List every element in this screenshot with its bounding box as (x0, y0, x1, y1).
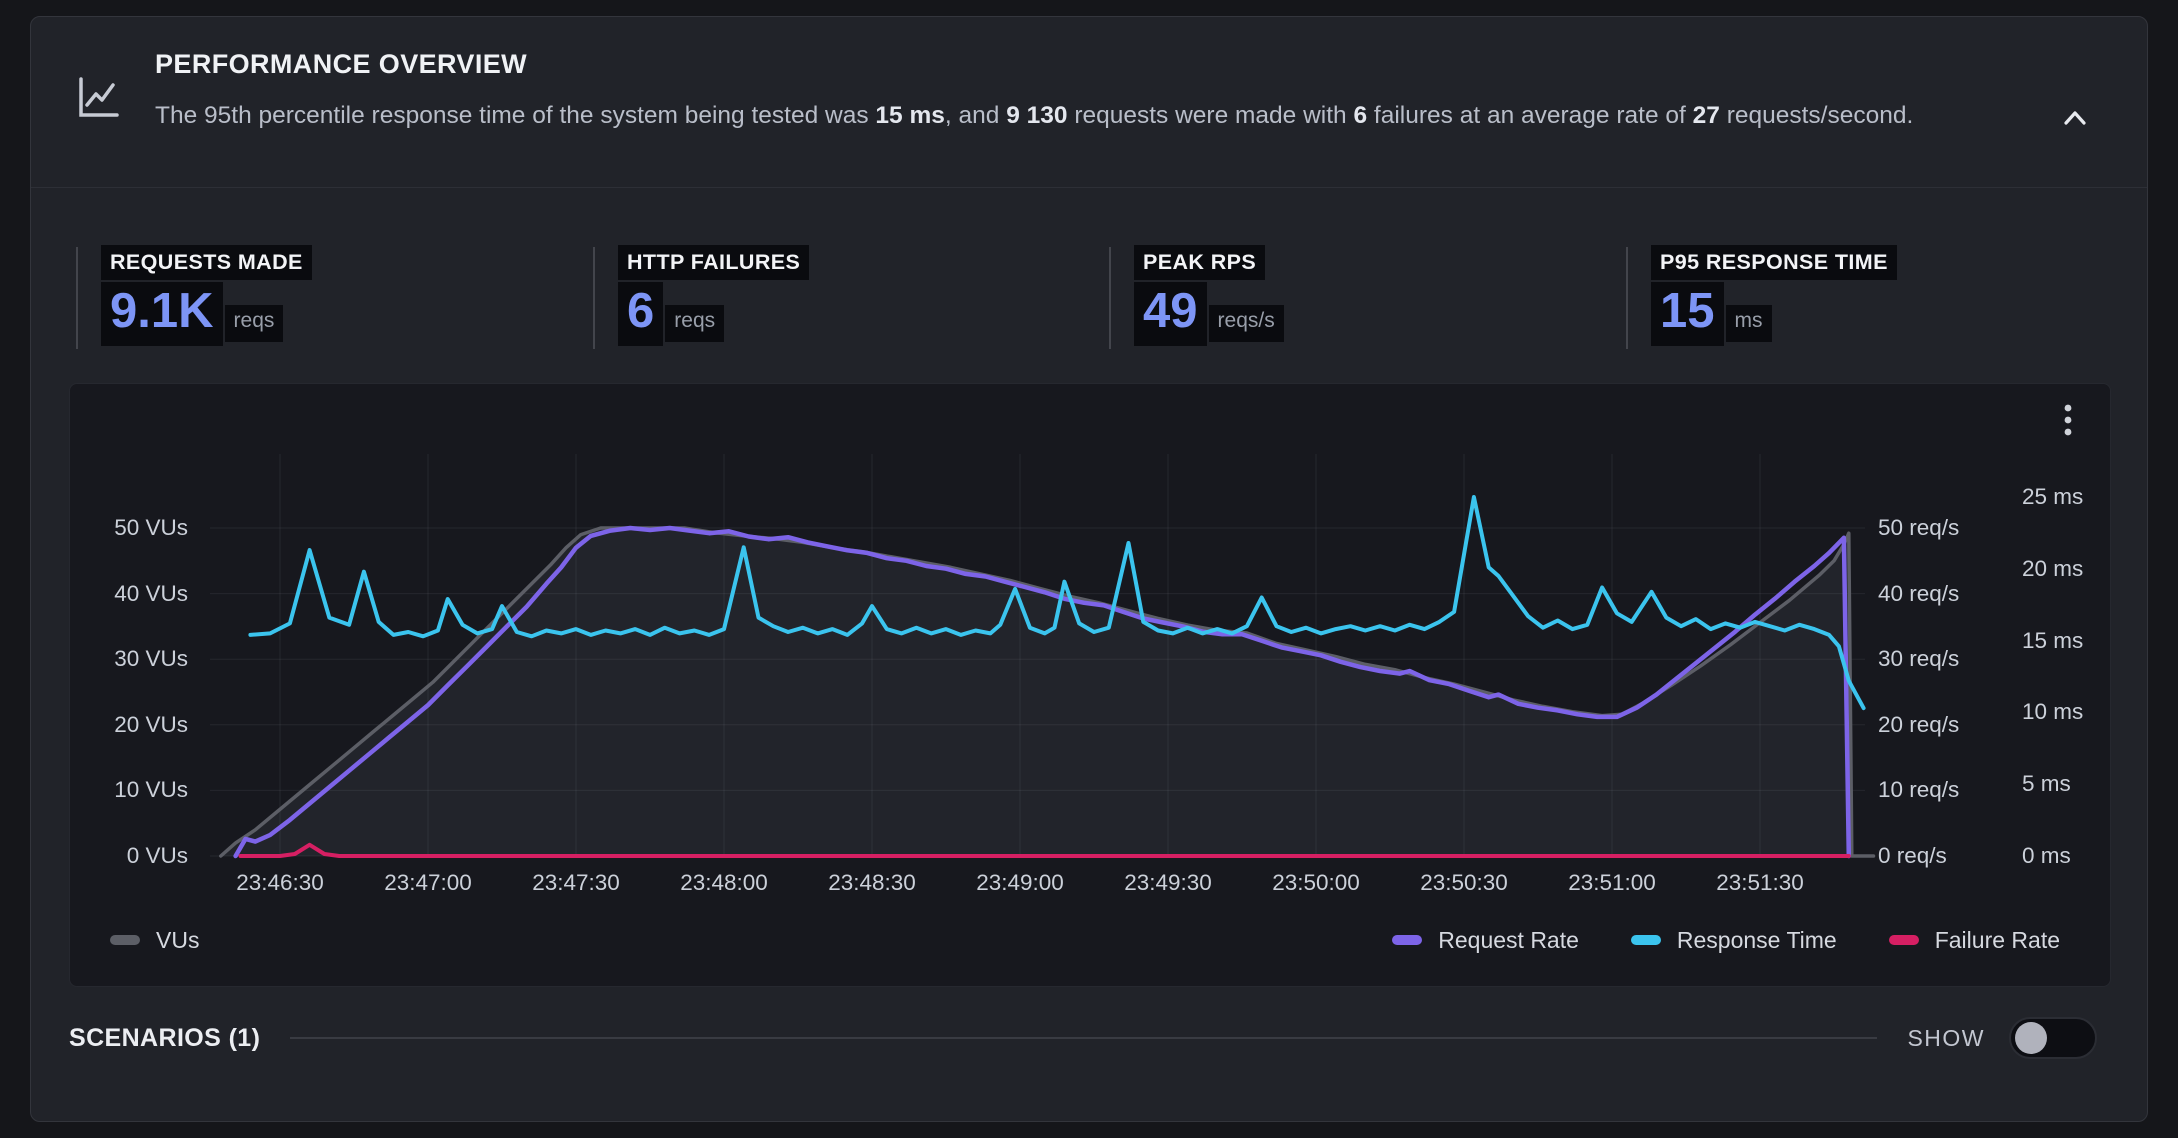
legend-label: Failure Rate (1934, 926, 2060, 953)
x-axis-tick: 23:50:00 (1272, 870, 1360, 895)
scenarios-divider (290, 1037, 1878, 1039)
x-axis-tick: 23:51:30 (1716, 870, 1804, 895)
stat-divider (76, 247, 78, 349)
timeseries-chart: 23:46:30 23:47:00 23:47:30 23:48:00 23:48:30… (70, 384, 2110, 986)
stat-label: REQUESTS MADE (101, 245, 312, 280)
y-axis-reqs-tick: 40 req/s (1878, 580, 1960, 606)
x-axis-tick: 23:48:30 (828, 870, 916, 895)
stat-label: PEAK RPS (1134, 245, 1266, 280)
stat-divider (1109, 247, 1111, 349)
y-axis-reqs-tick: 50 req/s (1878, 515, 1960, 540)
y-axis-reqs-tick: 0 req/s (1878, 843, 1947, 868)
y-axis-ms-tick: 5 ms (2022, 771, 2071, 797)
chevron-up-icon (2064, 111, 2086, 125)
stat-unit: reqs/s (1208, 305, 1284, 342)
legend-label: Request Rate (1438, 926, 1579, 953)
y-axis-ms-tick: 0 ms (2022, 843, 2071, 868)
show-scenarios-toggle[interactable] (2009, 1017, 2097, 1059)
y-axis-vus-tick: 50 VUs (114, 515, 188, 540)
stat-unit: reqs (224, 305, 284, 342)
stat-divider (1626, 247, 1628, 349)
x-axis-tick: 23:46:30 (236, 870, 324, 895)
legend-right-group: Request Rate Response Time Failure Rate (1392, 927, 2060, 954)
plot-canvas (210, 454, 1876, 859)
y-axis-ms-tick: 25 ms (2022, 484, 2084, 509)
stats-row: REQUESTS MADE 9.1K reqs HTTP FAILURES 6 … (31, 213, 2147, 363)
legend-label: VUs (156, 926, 200, 953)
legend-item-request-rate[interactable]: Request Rate (1392, 927, 1579, 954)
show-label: SHOW (1907, 1024, 1985, 1051)
legend-item-vus[interactable]: VUs (110, 927, 199, 954)
header-divider (31, 187, 2147, 188)
y-axis-vus-tick: 0 VUs (126, 843, 188, 868)
stat-value: 6 (618, 282, 664, 346)
page-title: PERFORMANCE OVERVIEW (155, 49, 528, 79)
stat-p95-response-time: P95 RESPONSE TIME 15 ms (1651, 245, 1897, 346)
stat-unit: ms (1725, 305, 1772, 342)
x-axis-tick: 23:47:00 (384, 870, 472, 895)
y-axis-vus-tick: 20 VUs (114, 711, 188, 737)
stat-value: 15 (1651, 282, 1724, 346)
y-axis-reqs-tick: 10 req/s (1878, 777, 1960, 803)
y-axis-ms-tick: 20 ms (2022, 555, 2084, 581)
x-axis-tick: 23:49:00 (976, 870, 1064, 895)
stat-label: P95 RESPONSE TIME (1651, 245, 1897, 280)
legend-swatch (1392, 935, 1423, 945)
x-axis-tick: 23:50:30 (1420, 870, 1508, 895)
legend-item-response-time[interactable]: Response Time (1630, 926, 1837, 954)
y-axis-reqs-tick: 30 req/s (1878, 646, 1960, 672)
stat-requests-made: REQUESTS MADE 9.1K reqs (101, 245, 312, 346)
chart-panel: 23:46:30 23:47:00 23:47:30 23:48:00 23:48:30… (69, 383, 2111, 987)
stat-unit: reqs (665, 305, 725, 342)
stat-label: HTTP FAILURES (618, 245, 810, 280)
y-axis-ms-tick: 10 ms (2022, 699, 2084, 725)
chart-legend: VUs Request Rate Response Time Failure Rat… (110, 924, 2060, 956)
chart-menu-button[interactable] (2048, 398, 2088, 446)
y-axis-ms-tick: 15 ms (2022, 627, 2084, 653)
summary-text: The 95th percentile response time of the… (155, 102, 1914, 129)
stat-peak-rps: PEAK RPS 49 reqs/s (1134, 245, 1284, 346)
x-axis-tick: 23:48:00 (680, 870, 768, 895)
y-axis-vus-tick: 30 VUs (114, 646, 188, 672)
line-chart-icon (71, 73, 121, 123)
x-axis-tick: 23:51:00 (1568, 870, 1656, 895)
x-axis-tick: 23:49:30 (1124, 870, 1212, 895)
kebab-menu-icon (2064, 404, 2072, 436)
legend-swatch (1888, 935, 1919, 945)
scenarios-row: SCENARIOS (1) SHOW (69, 1009, 2097, 1067)
legend-label: Response Time (1676, 926, 1837, 953)
y-axis-vus-tick: 40 VUs (114, 580, 188, 606)
legend-item-failure-rate[interactable]: Failure Rate (1888, 926, 2060, 954)
stat-value: 9.1K (101, 282, 223, 346)
x-axis-tick: 23:47:30 (532, 870, 620, 895)
toggle-knob (2015, 1022, 2047, 1054)
legend-left-group: VUs (110, 927, 199, 954)
scenarios-title: SCENARIOS (1) (69, 1023, 261, 1052)
legend-swatch (1630, 935, 1661, 945)
legend-swatch (110, 935, 140, 945)
stat-divider (593, 247, 595, 349)
performance-overview-card: PERFORMANCE OVERVIEW The 95th percentile… (30, 16, 2148, 1122)
stat-value: 49 (1134, 282, 1207, 346)
stat-http-failures: HTTP FAILURES 6 reqs (618, 245, 810, 346)
y-axis-reqs-tick: 20 req/s (1878, 711, 1960, 737)
y-axis-vus-tick: 10 VUs (114, 777, 188, 803)
collapse-panel-button[interactable] (2057, 101, 2093, 137)
